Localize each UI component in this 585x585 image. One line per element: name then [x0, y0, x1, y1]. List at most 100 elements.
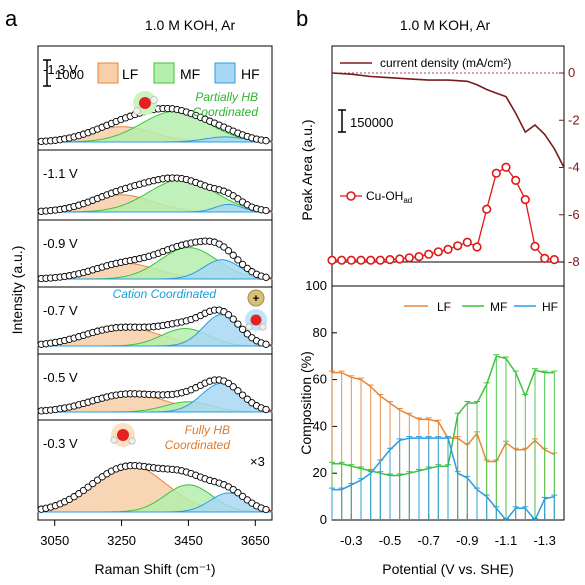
- x-tick-label: 3650: [241, 533, 270, 548]
- cuoh-marker: [520, 195, 530, 205]
- cuoh-legend: Cu-OHad: [340, 189, 412, 205]
- cuoh-marker: [549, 255, 559, 265]
- peak-hf-area: [38, 136, 273, 143]
- peak-hf-area: [38, 203, 273, 213]
- potential-label: -0.3 V: [43, 436, 78, 451]
- bottom-legend-lf: LF: [437, 300, 451, 314]
- fully-hydrogen-icon: [128, 437, 136, 445]
- data-point: [224, 247, 233, 255]
- cuoh-marker: [443, 244, 453, 254]
- x-tick-label: -0.3: [340, 533, 362, 548]
- bottom-legend: LF MF HF: [404, 300, 558, 314]
- x-tick-label: -0.5: [379, 533, 401, 548]
- potential-label: -1.3 V: [43, 62, 78, 77]
- fully-hb-text-2: Coordinated: [165, 438, 231, 452]
- data-point: [238, 325, 247, 333]
- panel-a-legend: 1000 LF MF HF: [43, 59, 260, 87]
- panel-b-title: 1.0 M KOH, Ar: [400, 17, 491, 33]
- x-tick-label: -1.3: [533, 533, 555, 548]
- cuoh-marker: [453, 241, 463, 251]
- panel-b-xlabel: Potential (V vs. SHE): [382, 561, 514, 577]
- data-point: [262, 340, 270, 348]
- current-legend-label: current density (mA/cm²): [380, 56, 511, 70]
- cuoh-marker: [385, 255, 395, 265]
- times3-label: ×3: [250, 454, 265, 469]
- cuoh-marker: [472, 242, 482, 252]
- data-point: [224, 311, 233, 319]
- cuoh-marker: [491, 168, 501, 178]
- cation-icon: [247, 289, 265, 307]
- fully-oxygen-icon: [117, 429, 129, 441]
- cation-oxygen-icon: [250, 314, 262, 326]
- panel-a-title: 1.0 M KOH, Ar: [145, 17, 236, 33]
- legend-swatch-lf: [97, 62, 119, 84]
- scale-bar-label: 1000: [55, 67, 84, 82]
- right-tick-label: 0: [568, 65, 575, 80]
- legend-label-lf: LF: [122, 66, 138, 82]
- data-point: [234, 320, 242, 328]
- panel-b-top-ylabel: Peak Area (a.u.): [299, 119, 315, 220]
- right-axis: 0 -2 -4 -6 -8: [559, 65, 580, 269]
- right-tick-label: -4: [568, 160, 580, 175]
- cation-plus-icon: +: [253, 293, 259, 305]
- cuoh-line: [332, 166, 555, 261]
- cation-annotation: Cation Coordinated +: [113, 287, 267, 331]
- data-point: [262, 405, 270, 414]
- cuoh-marker: [433, 247, 443, 257]
- potential-label: -0.5 V: [43, 370, 78, 385]
- right-tick-label: -8: [568, 254, 580, 269]
- spectrum-frame: [37, 419, 273, 521]
- peak-scale-label: 150000: [350, 115, 393, 130]
- legend-swatch-hf: [214, 62, 236, 84]
- legend-label-hf: HF: [241, 66, 260, 82]
- x-tick-label: 3050: [40, 533, 69, 548]
- data-point: [262, 273, 270, 281]
- cuoh-marker: [511, 175, 521, 185]
- top-plot: [327, 72, 565, 265]
- cation-hydrogen-icon: [245, 323, 253, 331]
- panel-a-xlabel: Raman Shift (cm⁻¹): [95, 561, 216, 577]
- y-tick-label: 100: [305, 278, 327, 293]
- partial-hb-annotation: Partially HB Coordinated: [133, 90, 258, 119]
- x-tick-label: -0.9: [456, 533, 478, 548]
- cuoh-marker: [346, 255, 356, 265]
- x-tick-label: -0.7: [417, 533, 439, 548]
- cuoh-marker: [462, 237, 472, 247]
- fully-hb-annotation: Fully HB Coordinated ×3: [110, 423, 265, 469]
- cuoh-marker: [482, 204, 492, 214]
- series-mf-line: [332, 355, 555, 477]
- cuoh-marker: [530, 241, 540, 251]
- bottom-plot: 0 20 40 60 80 100 -0.3 -0.5 -0.7 -0.9 -1.1 -1.3: [305, 278, 558, 548]
- current-legend: current density (mA/cm²): [340, 56, 511, 70]
- cuoh-marker: [414, 252, 424, 262]
- data-point: [234, 256, 242, 264]
- cuoh-marker: [337, 255, 347, 265]
- current-density-line: [331, 72, 565, 168]
- data-point: [229, 383, 237, 391]
- panel-a-label: a: [5, 6, 18, 31]
- cuoh-marker: [424, 249, 434, 259]
- hydrogen-atom-icon: [133, 107, 141, 115]
- y-tick-label: 40: [313, 418, 327, 433]
- peak-hf-area: [38, 259, 273, 280]
- right-tick-label: -6: [568, 207, 580, 222]
- cuoh-marker: [404, 253, 414, 263]
- data-point: [229, 315, 237, 323]
- cuoh-marker: [356, 255, 366, 265]
- y-tick-label: 0: [320, 512, 327, 527]
- cuoh-marker: [395, 254, 405, 264]
- data-point: [234, 489, 242, 497]
- data-point: [262, 206, 270, 215]
- cation-text: Cation Coordinated: [113, 287, 217, 301]
- y-tick-label: 60: [313, 372, 327, 387]
- data-point: [238, 260, 247, 269]
- right-tick-label: -2: [568, 112, 580, 127]
- data-point: [262, 137, 270, 145]
- series-hf-line: [332, 437, 555, 522]
- fully-hb-text: Fully HB: [185, 423, 230, 437]
- x-tick-label: 3450: [174, 533, 203, 548]
- panel-a-xticks: 3050 3250 3450 3650: [40, 520, 270, 548]
- data-point: [238, 391, 247, 399]
- cuoh-legend-marker: [346, 191, 356, 201]
